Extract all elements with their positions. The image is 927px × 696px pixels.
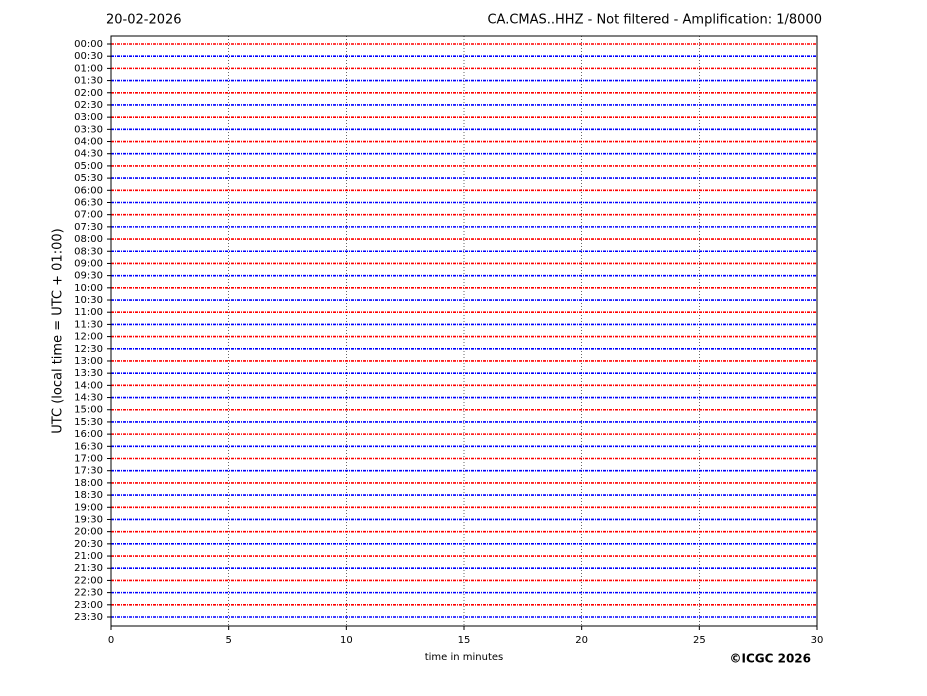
y-tick-label: 14:00 — [74, 380, 103, 391]
x-tick-label: 20 — [575, 635, 588, 646]
y-tick-label: 14:30 — [74, 393, 103, 404]
chart-title: CA.CMAS..HHZ - Not filtered - Amplificat… — [487, 13, 822, 28]
y-tick-label: 00:30 — [74, 51, 103, 62]
y-tick-label: 08:30 — [74, 246, 103, 257]
y-tick-label: 09:30 — [74, 271, 103, 282]
y-tick-label: 23:00 — [74, 600, 103, 611]
y-tick-label: 05:00 — [74, 161, 103, 172]
y-tick-label: 03:00 — [74, 112, 103, 123]
y-tick-label: 16:30 — [74, 441, 103, 452]
x-tick-label: 0 — [108, 635, 114, 646]
y-tick-label: 02:30 — [74, 100, 103, 111]
y-tick-label: 08:00 — [74, 234, 103, 245]
y-tick-label: 17:00 — [74, 454, 103, 465]
date: 20-02-2026 — [106, 13, 182, 28]
y-tick-label: 18:00 — [74, 478, 103, 489]
y-tick-label: 13:30 — [74, 368, 103, 379]
y-tick-label: 01:30 — [74, 76, 103, 87]
y-tick-label: 05:30 — [74, 173, 103, 184]
y-tick-label: 13:00 — [74, 356, 103, 367]
y-tick-label: 20:30 — [74, 539, 103, 550]
y-tick-label: 04:00 — [74, 137, 103, 148]
y-tick-label: 07:00 — [74, 210, 103, 221]
y-tick-label: 12:00 — [74, 332, 103, 343]
plot-frame — [110, 35, 818, 627]
y-tick-label: 12:30 — [74, 344, 103, 355]
credit: ©ICGC 2026 — [729, 652, 811, 666]
x-tick-label: 10 — [340, 635, 353, 646]
y-tick-label: 17:30 — [74, 466, 103, 477]
y-tick-label: 06:00 — [74, 185, 103, 196]
x-tick-label: 25 — [693, 635, 706, 646]
y-tick-label: 10:00 — [74, 283, 103, 294]
y-tick-label: 11:00 — [74, 307, 103, 318]
y-tick-label: 00:00 — [74, 39, 103, 50]
y-axis-label: UTC (local time = UTC + 01:00) — [51, 228, 66, 433]
y-tick-label: 19:00 — [74, 502, 103, 513]
y-tick-label: 20:00 — [74, 527, 103, 538]
x-axis-label: time in minutes — [425, 652, 504, 663]
x-tick-label: 5 — [225, 635, 231, 646]
y-tick-label: 11:30 — [74, 319, 103, 330]
y-tick-label: 22:00 — [74, 575, 103, 586]
y-tick-label: 10:30 — [74, 295, 103, 306]
y-tick-label: 02:00 — [74, 88, 103, 99]
y-tick-label: 04:30 — [74, 149, 103, 160]
y-tick-label: 07:30 — [74, 222, 103, 233]
x-tick-label: 15 — [458, 635, 471, 646]
y-tick-label: 23:30 — [74, 612, 103, 623]
y-tick-label: 22:30 — [74, 588, 103, 599]
y-tick-label: 21:00 — [74, 551, 103, 562]
y-tick-label: 15:30 — [74, 417, 103, 428]
y-tick-label: 09:00 — [74, 258, 103, 269]
y-tick-label: 01:00 — [74, 63, 103, 74]
y-tick-label: 03:30 — [74, 124, 103, 135]
x-tick-label: 30 — [811, 635, 824, 646]
y-tick-label: 06:30 — [74, 197, 103, 208]
y-tick-label: 19:30 — [74, 514, 103, 525]
y-tick-label: 16:00 — [74, 429, 103, 440]
y-tick-label: 18:30 — [74, 490, 103, 501]
y-tick-label: 21:30 — [74, 563, 103, 574]
y-tick-label: 15:00 — [74, 405, 103, 416]
